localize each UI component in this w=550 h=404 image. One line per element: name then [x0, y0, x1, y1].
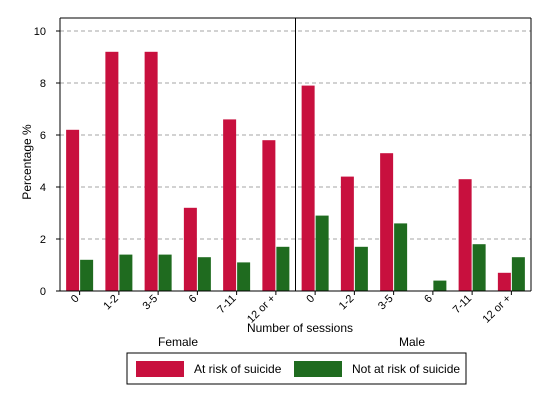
bar-at-risk [66, 129, 80, 291]
bar-not-at-risk [511, 257, 525, 291]
bar-at-risk [183, 207, 197, 291]
y-tick-label: 6 [40, 130, 46, 142]
legend-swatch-at-risk [136, 361, 184, 377]
bar-not-at-risk [315, 215, 329, 291]
axis-layer [56, 17, 532, 295]
bar-at-risk [144, 51, 158, 291]
bar-not-at-risk [472, 244, 486, 291]
x-tick-label: 1-2 [337, 293, 357, 313]
bar-at-risk [458, 179, 472, 291]
bar-not-at-risk [158, 254, 172, 291]
legend-label-not-at-risk: Not at risk of suicide [352, 362, 460, 376]
y-tick-label: 10 [34, 26, 46, 38]
bar-not-at-risk [237, 262, 251, 291]
bar-not-at-risk [197, 257, 211, 291]
x-tick-label: 12 or + [481, 293, 514, 326]
bar-not-at-risk [433, 280, 447, 291]
x-tick-label: 3-5 [141, 293, 161, 313]
group-label-female: Female [158, 335, 198, 349]
bar-not-at-risk [354, 246, 368, 291]
bar-not-at-risk [276, 246, 290, 291]
x-tick-label: 3-5 [376, 293, 396, 313]
y-axis-title: Percentage % [20, 124, 34, 200]
y-tick-label: 0 [40, 286, 46, 298]
bar-at-risk [105, 51, 119, 291]
y-tick-label: 4 [40, 182, 46, 194]
legend-swatch-not-at-risk [294, 361, 342, 377]
x-tick-label: 7-11 [215, 293, 238, 316]
bar-at-risk [262, 140, 276, 291]
bar-not-at-risk [119, 254, 133, 291]
y-tick-label: 8 [40, 78, 46, 90]
legend-label-at-risk: At risk of suicide [194, 362, 282, 376]
bar-at-risk [497, 272, 511, 291]
legend: At risk of suicide Not at risk of suicid… [126, 352, 467, 385]
bar-at-risk [223, 119, 237, 292]
bars-layer [66, 51, 525, 292]
x-tick-label: 7-11 [451, 293, 474, 316]
y-tick-label: 2 [40, 234, 46, 246]
bar-not-at-risk [80, 259, 94, 291]
bar-not-at-risk [394, 223, 408, 291]
x-axis-title: Number of sessions [247, 321, 353, 335]
x-tick-label: 1-2 [101, 293, 121, 313]
bar-at-risk [301, 85, 315, 291]
bar-at-risk [380, 153, 394, 291]
group-label-male: Male [399, 335, 425, 349]
bar-at-risk [340, 176, 354, 291]
